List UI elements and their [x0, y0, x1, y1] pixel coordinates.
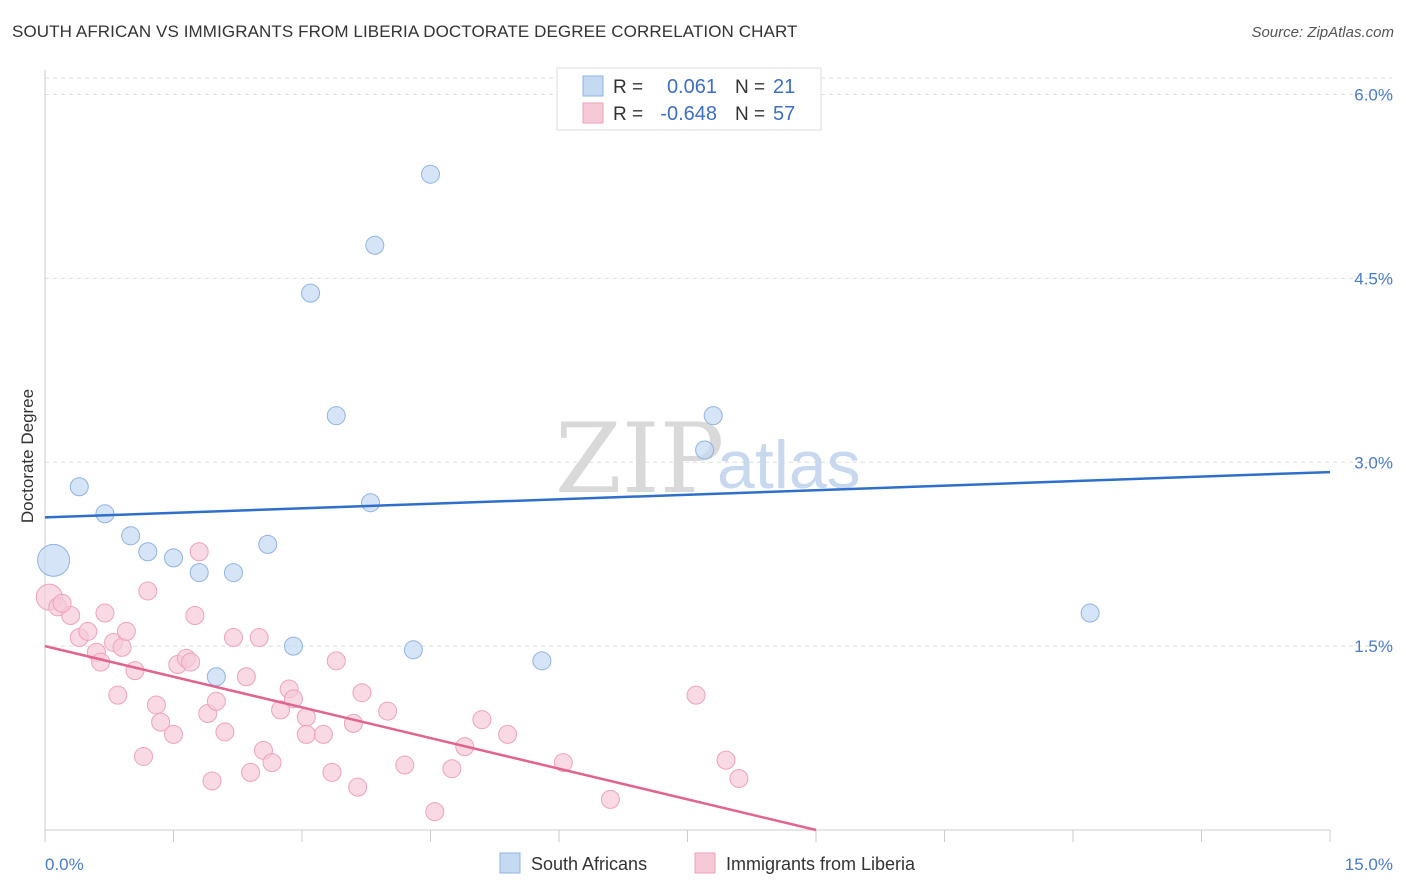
point-south-africans-5	[164, 548, 183, 568]
bottom-legend-swatch-pink	[694, 852, 716, 874]
point-south-africans-12	[326, 406, 346, 426]
x-tick-labels: 0.0% 15.0%	[45, 855, 1393, 874]
legend-r-value-1: -0.648	[660, 103, 717, 125]
legend-n-value-0: 21	[773, 76, 795, 98]
point-south-africans-1	[69, 477, 89, 497]
axes	[44, 70, 1331, 842]
point-liberia-23	[189, 542, 209, 562]
legend-n-label-0: N =	[735, 77, 765, 98]
point-south-africans-11	[301, 283, 321, 303]
point-liberia-3	[52, 593, 72, 613]
point-liberia-48	[442, 759, 462, 779]
point-liberia-8	[95, 603, 115, 623]
y-tick-label-0: 1.5%	[1354, 637, 1393, 656]
point-south-africans-2	[95, 504, 115, 524]
gridlines	[45, 77, 1392, 647]
bottom-legend-label-0: South Africans	[531, 854, 647, 874]
point-liberia-56	[729, 769, 749, 789]
point-south-africans-15	[403, 640, 423, 660]
point-liberia-38	[296, 724, 316, 744]
point-liberia-28	[236, 667, 256, 687]
point-liberia-39	[313, 724, 333, 744]
point-liberia-34	[271, 700, 291, 720]
legend-r-value-0: 0.061	[667, 76, 717, 98]
y-tick-label-1: 3.0%	[1354, 453, 1393, 472]
point-liberia-55	[716, 750, 736, 770]
point-south-africans-17	[532, 651, 552, 671]
source-label: Source: ZipAtlas.com	[1251, 24, 1394, 41]
bottom-legend: South Africans Immigrants from Liberia	[499, 852, 916, 874]
trend-line-liberia	[44, 644, 817, 832]
point-liberia-40	[322, 762, 342, 782]
point-liberia-51	[498, 724, 518, 744]
series-south-africans-points	[37, 164, 1100, 687]
point-south-africans-19	[703, 406, 723, 426]
point-liberia-16	[151, 712, 171, 732]
point-south-africans-14	[365, 235, 385, 255]
point-liberia-26	[215, 722, 235, 742]
point-liberia-13	[108, 685, 128, 705]
point-liberia-44	[352, 683, 372, 703]
point-liberia-29	[241, 762, 261, 782]
point-liberia-15	[146, 695, 166, 715]
y-axis-label: Doctorate Degree	[18, 389, 37, 523]
point-south-africans-7	[223, 563, 243, 583]
point-south-africans-6	[189, 563, 209, 583]
bottom-legend-label-1: Immigrants from Liberia	[726, 854, 916, 874]
x-tick-label-0: 0.0%	[45, 855, 84, 874]
point-liberia-50	[472, 710, 492, 730]
point-liberia-54	[686, 685, 706, 705]
point-liberia-10	[112, 637, 132, 657]
point-liberia-53	[600, 789, 620, 809]
legend-n-value-1: 57	[773, 103, 795, 125]
point-south-africans-9	[283, 636, 303, 656]
legend-swatch-blue	[582, 75, 604, 97]
point-liberia-21	[181, 652, 201, 672]
x-tick-label-1: 15.0%	[1345, 855, 1393, 874]
trend-line-south-africans	[44, 470, 1331, 519]
point-liberia-18	[134, 746, 154, 766]
point-liberia-14	[138, 581, 158, 601]
point-south-africans-13	[361, 493, 381, 513]
trend-lines	[44, 470, 1331, 832]
legend-r-label-0: R =	[613, 77, 643, 98]
point-south-africans-10	[206, 667, 226, 687]
y-tick-labels: 1.5% 3.0% 4.5% 6.0%	[1354, 86, 1393, 657]
point-south-africans-18	[695, 440, 715, 460]
legend-n-label-1: N =	[735, 104, 765, 125]
point-south-africans-8	[258, 534, 278, 554]
point-liberia-11	[116, 621, 136, 641]
legend-swatch-pink	[582, 102, 604, 124]
point-liberia-12	[125, 661, 145, 681]
y-tick-label-2: 4.5%	[1354, 269, 1393, 288]
point-liberia-33	[262, 753, 282, 773]
point-liberia-31	[249, 628, 269, 648]
point-liberia-5	[78, 621, 98, 641]
legend: R = 0.061 N = 21 R = -0.648 N = 57	[556, 67, 822, 131]
point-liberia-25	[206, 691, 226, 711]
point-liberia-30	[202, 771, 222, 791]
series-liberia-points	[35, 542, 749, 822]
point-south-africans-3	[121, 526, 141, 546]
bottom-legend-swatch-blue	[499, 852, 521, 874]
point-liberia-47	[425, 802, 445, 822]
point-liberia-46	[395, 755, 415, 775]
point-south-africans-16	[421, 164, 440, 184]
point-liberia-27	[223, 628, 243, 648]
legend-r-label-1: R =	[613, 104, 643, 125]
point-liberia-17	[164, 724, 183, 744]
point-liberia-41	[326, 651, 346, 671]
point-south-africans-4	[138, 542, 158, 562]
point-south-africans-0	[37, 543, 71, 577]
point-liberia-52	[553, 753, 573, 773]
point-south-africans-20	[1080, 603, 1100, 623]
point-liberia-45	[378, 701, 398, 721]
point-liberia-22	[185, 605, 205, 625]
y-tick-label-3: 6.0%	[1354, 86, 1393, 105]
point-liberia-42	[348, 777, 368, 797]
chart-title: SOUTH AFRICAN VS IMMIGRANTS FROM LIBERIA…	[12, 22, 798, 41]
